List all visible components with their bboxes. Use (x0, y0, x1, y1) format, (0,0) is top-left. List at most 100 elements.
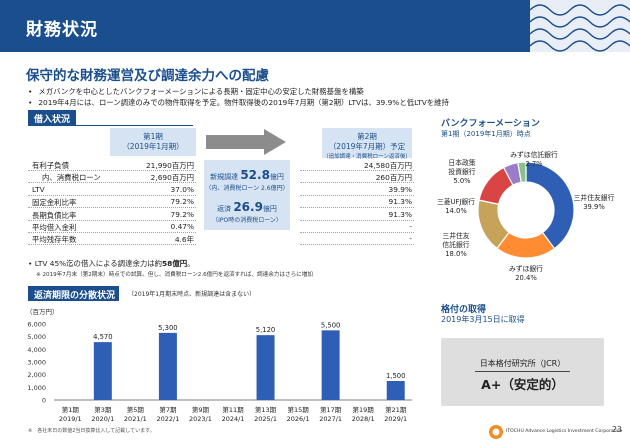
y-tick-label: 3,000 (27, 359, 46, 367)
company-logo-icon (489, 425, 503, 439)
divider (475, 371, 570, 372)
y-axis-label: （百万円） (26, 308, 59, 316)
table-row: 平均借入金利 0.47% (28, 221, 196, 233)
header-bar: 財務状況 (0, 0, 630, 52)
table-row: 長期負債比率 79.2% (28, 209, 196, 221)
row-value-period2: 39.9% (388, 184, 412, 194)
y-tick-label: 0 (42, 397, 46, 405)
slice-label-mizuho-trust: みずほ信託銀行 (510, 150, 558, 159)
y-tick-label: 1,000 (27, 384, 46, 392)
rating-grade: A+（安定的） (481, 377, 564, 392)
maturity-tab: 返済期限の分散状況 (28, 286, 120, 301)
rating-title: 格付の取得 (441, 305, 487, 315)
x-tick-label: 第19期 (353, 405, 375, 414)
row-value-period1: 79.2% (170, 197, 194, 207)
y-tick-label: 2,000 (27, 371, 46, 379)
table-row: - (300, 221, 414, 233)
table-row: 固定金利比率 79.2% (28, 196, 196, 209)
page-title: 財務状況 (26, 20, 98, 40)
section-headline: 保守的な財務運営及び調達余力への配慮 (26, 68, 269, 84)
bar (386, 381, 405, 400)
row-label: 長期負債比率 (32, 210, 77, 220)
bar (158, 332, 177, 400)
row-value-period1: 21,990百万円 (145, 161, 194, 170)
bank-formation-subtitle: 第1期（2019年1月期）時点 (441, 130, 531, 138)
x-tick-label: 2029/1 (384, 415, 407, 423)
row-value-period1: 79.2% (170, 209, 194, 219)
slice-label-smtb: 信託銀行 (442, 240, 469, 249)
maturity-bar-chart: （百万円）01,0002,0003,0004,0005,0006,000第1期2… (26, 308, 412, 423)
x-tick-label: 2023/1 (189, 415, 212, 423)
borrowing-tab: 借入状況 (28, 110, 77, 125)
row-value-period1: 4.6年 (174, 235, 194, 245)
table-row: 91.3% (300, 209, 414, 221)
table-row: LTV 37.0% (28, 184, 196, 196)
ltv-note-value: 58億円 (162, 259, 188, 268)
table-row: 平均残存年数 4.6年 (28, 233, 196, 246)
row-label: 平均残存年数 (32, 235, 77, 245)
rating-card: 日本格付研究所（JCR） A+（安定的） (441, 338, 604, 406)
new-funding-value: 52.8 (240, 168, 270, 182)
bar-value-label: 1,500 (386, 372, 405, 380)
arrow-right-icon (206, 129, 286, 155)
donut-slice (517, 161, 527, 184)
repay-line: 返済 26.9億円 (204, 200, 290, 214)
y-tick-label: 5,000 (27, 333, 46, 341)
table-row: 39.9% (300, 184, 414, 196)
x-tick-label: 2019/1 (59, 415, 82, 423)
footnote: ※ 各社末日の数値2当日換算比入して記載しています。 (28, 428, 155, 434)
bar (256, 335, 275, 400)
company-name: ITOCHU Advance Logistics Investment Corp… (506, 429, 623, 434)
x-tick-label: 第17期 (320, 405, 342, 414)
period2-header: 第2期 （2019年7月期）予定 （追加調達・消費税ローン返済後） (322, 128, 412, 160)
slice-label-smtb: 18.0% (445, 250, 467, 258)
table-row: 260百万円 (300, 171, 414, 184)
x-tick-label: 第9期 (192, 405, 210, 414)
row-label: 内、消費税ローン (42, 173, 101, 183)
row-value-period2: - (409, 234, 412, 244)
x-tick-label: 第7期 (159, 405, 177, 414)
table-row: - (300, 233, 414, 246)
row-value-period2: 91.3% (388, 209, 412, 219)
bullet-item: 2019年4月には、ローン調達のみでの物件取得を予定。物件取得後の2019年7月… (28, 97, 449, 108)
slice-label-dbj: 5.0% (453, 177, 471, 185)
slice-label-smtb: 三井住友 (442, 231, 469, 240)
rating-agency: 日本格付研究所（JCR） (479, 359, 566, 368)
new-funding-note: （内、消費税ローン 2.6億円） (205, 185, 289, 192)
period1-title: 第1期 (143, 132, 163, 141)
new-funding-label: 新規調達 (210, 173, 239, 181)
donut-slice (525, 161, 575, 250)
bar-value-label: 5,300 (158, 324, 177, 332)
maturity-subtitle: （2019年1月期末時点、新規調達は含まない） (128, 291, 256, 298)
y-tick-label: 6,000 (27, 321, 46, 329)
new-funding-unit: 億円 (269, 173, 284, 181)
slice-label-mizuho: 20.4% (515, 274, 537, 282)
ltv-note-end: 。 (187, 259, 195, 268)
ltv-capacity-note: • LTV 45%迄の借入による調達余力は約58億円。 (28, 259, 195, 268)
row-label: 有利子負債 (32, 161, 69, 170)
wave-pattern-decoration (530, 0, 630, 52)
slice-label-smbc: 三井住友銀行 (574, 193, 615, 202)
x-tick-label: 2022/1 (156, 415, 179, 423)
ltv-note-text: LTV 45%迄の借入による調達余力は約 (34, 259, 163, 268)
x-tick-label: 第21期 (385, 405, 407, 414)
slice-label-mufg: 14.0% (445, 207, 467, 215)
table-row: 有利子負債 21,990百万円 (28, 159, 196, 171)
bar-value-label: 5,500 (321, 321, 340, 329)
slice-label-dbj: 投資銀行 (448, 167, 475, 176)
repay-value: 26.9 (233, 200, 263, 214)
x-tick-label: 第5期 (127, 405, 145, 414)
x-tick-label: 第3期 (94, 405, 112, 414)
repay-note: （IPO時の消費税ローン） (212, 217, 282, 224)
ltv-subnote: ※ 2019年7月末（第2期末）時点での試算。但し、消費税ローン2.6億円を返済… (36, 272, 313, 278)
bullet-list: メガバンクを中心としたバンクフォーメーションによる長期・固定中心の安定した財務基… (28, 86, 449, 108)
row-value-period2: 260百万円 (375, 173, 412, 183)
row-value-period1: 2,690百万円 (150, 173, 194, 183)
bank-formation-title: バンクフォーメーション (441, 119, 540, 129)
x-tick-label: 2026/1 (287, 415, 310, 423)
slice-label-dbj: 日本政策 (448, 158, 475, 167)
row-label: LTV (32, 184, 45, 194)
page-number: 23 (611, 425, 622, 434)
x-tick-label: 第15期 (287, 405, 309, 414)
